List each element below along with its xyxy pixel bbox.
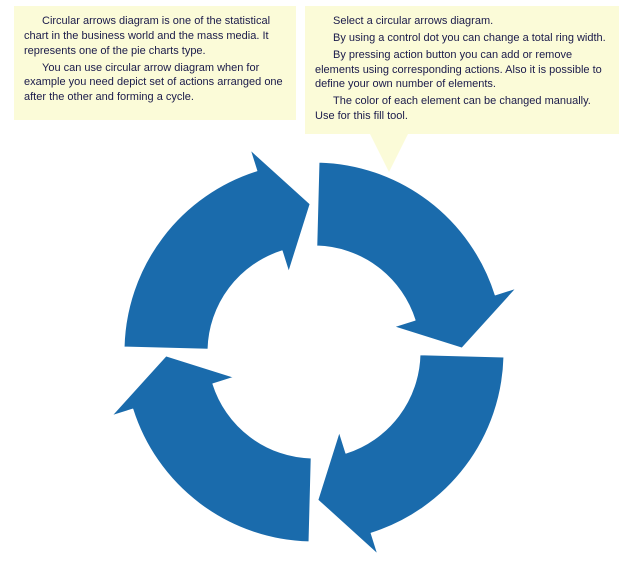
arrow-segment-2 [124, 150, 310, 349]
callout-left-p2: You can use circular arrow diagram when … [24, 61, 286, 106]
callout-left: Circular arrows diagram is one of the st… [14, 6, 296, 120]
callout-right-p4: The color of each element can be changed… [315, 94, 609, 124]
callout-right: Select a circular arrows diagram. By usi… [305, 6, 619, 134]
circular-arrows-diagram [94, 132, 534, 577]
callout-right-p2: By using a control dot you can change a … [315, 31, 609, 46]
callout-right-p3: By pressing action button you can add or… [315, 48, 609, 93]
arrow-segment-3 [317, 162, 516, 348]
arrow-segment-0 [318, 355, 504, 554]
callout-left-p1: Circular arrows diagram is one of the st… [24, 14, 286, 59]
arrow-segment-1 [112, 356, 311, 542]
callout-right-p1: Select a circular arrows diagram. [315, 14, 609, 29]
circular-arrows-svg [94, 132, 534, 572]
